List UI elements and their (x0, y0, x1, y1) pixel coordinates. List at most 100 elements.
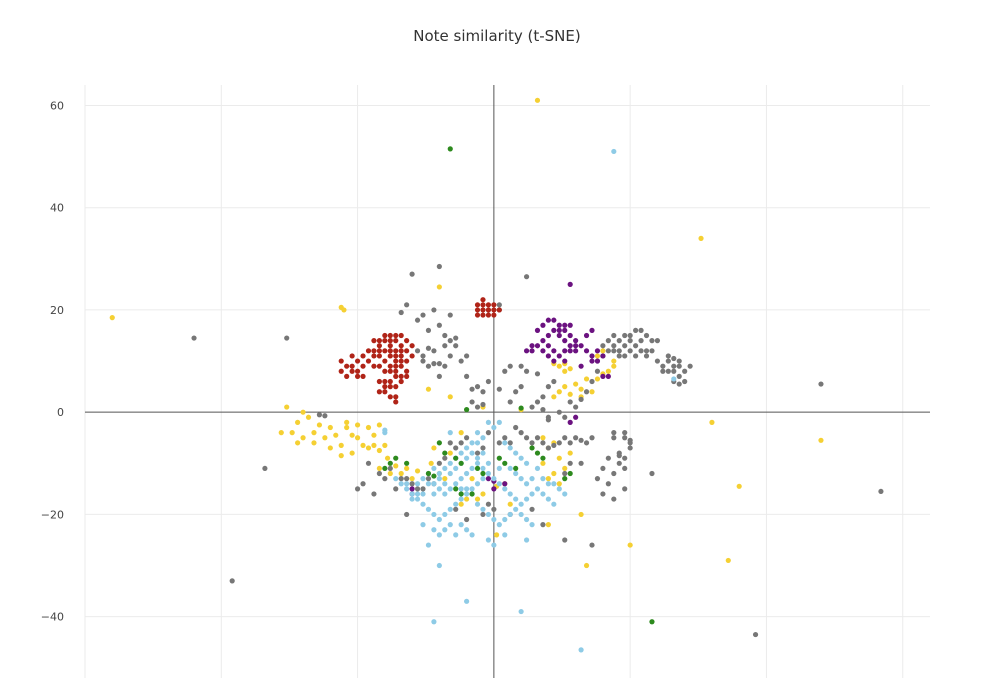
data-point-yellow (567, 450, 573, 456)
data-point-gray (752, 631, 759, 638)
data-point-light_blue (436, 516, 442, 523)
data-point-gray (627, 338, 633, 344)
data-point-gray (556, 409, 562, 415)
data-point-red (382, 368, 388, 374)
data-point-yellow (447, 394, 453, 400)
data-point-red (393, 353, 399, 359)
data-point-green (567, 470, 573, 477)
data-point-light_blue (436, 486, 442, 492)
data-point-gray (431, 361, 437, 367)
data-point-red (491, 312, 497, 318)
data-point-red (398, 353, 404, 359)
data-point-red (398, 378, 404, 385)
data-point-yellow (594, 353, 601, 359)
data-point-light_blue (382, 430, 388, 436)
data-point-light_blue (464, 527, 470, 533)
data-point-yellow (567, 391, 573, 397)
data-point-gray (529, 440, 535, 446)
data-point-purple (567, 322, 573, 328)
data-point-gray (540, 440, 546, 446)
data-point-purple (567, 343, 573, 349)
data-point-gray (605, 348, 611, 354)
data-point-purple (562, 348, 568, 354)
data-point-purple (589, 327, 595, 333)
data-point-gray (878, 488, 884, 495)
data-point-gray (605, 338, 611, 344)
data-point-light_blue (453, 481, 459, 487)
data-point-gray (622, 343, 628, 349)
data-point-gray (540, 407, 546, 413)
data-point-red (491, 302, 497, 308)
data-point-red (398, 373, 404, 379)
data-point-purple (567, 332, 573, 339)
data-point-gray (616, 453, 622, 459)
data-point-gray (622, 455, 628, 461)
data-point-gray (605, 455, 611, 461)
data-point-purple (545, 343, 551, 349)
data-point-gray (480, 445, 486, 451)
data-point-gray (229, 578, 235, 584)
data-point-gray (360, 481, 366, 487)
data-point-gray (616, 338, 622, 344)
data-point-red (354, 368, 361, 374)
data-point-yellow (545, 522, 551, 528)
data-point-light_blue (404, 481, 410, 487)
data-point-gray (638, 348, 644, 354)
data-point-light_blue (562, 491, 568, 497)
data-point-light_blue (431, 481, 437, 487)
data-point-gray (578, 460, 584, 466)
data-point-purple (573, 348, 579, 354)
data-point-gray (447, 353, 453, 359)
data-point-light_blue (414, 481, 421, 487)
data-point-yellow (414, 468, 421, 474)
data-point-light_blue (458, 522, 464, 528)
data-point-red (382, 384, 388, 390)
data-point-red (365, 348, 372, 354)
data-point-gray (518, 430, 524, 436)
data-point-red (393, 338, 399, 344)
data-point-gray (447, 312, 453, 318)
data-point-light_blue (491, 516, 497, 523)
data-point-yellow (333, 432, 339, 438)
data-point-yellow (289, 430, 295, 436)
data-point-red (398, 363, 404, 369)
data-point-gray (480, 389, 486, 395)
data-point-light_blue (502, 516, 508, 523)
data-point-yellow (464, 496, 470, 502)
data-point-gray (540, 522, 546, 528)
data-point-light_blue (485, 511, 492, 518)
data-point-purple (583, 348, 590, 354)
data-point-purple (583, 332, 590, 339)
data-point-purple (540, 338, 546, 344)
data-point-gray (649, 338, 655, 344)
data-point-gray (573, 404, 579, 410)
data-point-yellow (556, 389, 562, 395)
data-point-yellow (311, 440, 317, 446)
data-point-gray (545, 445, 551, 451)
data-point-gray (627, 437, 633, 443)
data-point-red (398, 343, 404, 349)
data-point-light_blue (409, 496, 415, 502)
data-point-yellow (387, 470, 393, 477)
data-point-red (480, 297, 486, 303)
data-point-yellow (354, 422, 361, 428)
data-point-light_blue (529, 491, 535, 497)
data-point-gray (671, 368, 677, 374)
data-point-gray (453, 343, 459, 349)
data-point-purple (589, 358, 595, 364)
data-point-light_blue (578, 647, 584, 653)
data-point-purple (556, 332, 562, 339)
data-point-yellow (109, 314, 115, 321)
data-point-green (431, 473, 437, 479)
data-point-gray (398, 309, 404, 316)
data-point-purple (545, 353, 551, 359)
data-point-gray (523, 368, 530, 374)
data-point-gray (464, 435, 470, 441)
data-point-yellow (594, 376, 601, 382)
data-point-gray (567, 440, 573, 446)
data-point-gray (436, 263, 442, 270)
data-point-light_blue (507, 511, 513, 518)
data-point-gray (611, 348, 617, 354)
data-point-gray (480, 511, 486, 518)
data-point-light_blue (480, 506, 486, 512)
